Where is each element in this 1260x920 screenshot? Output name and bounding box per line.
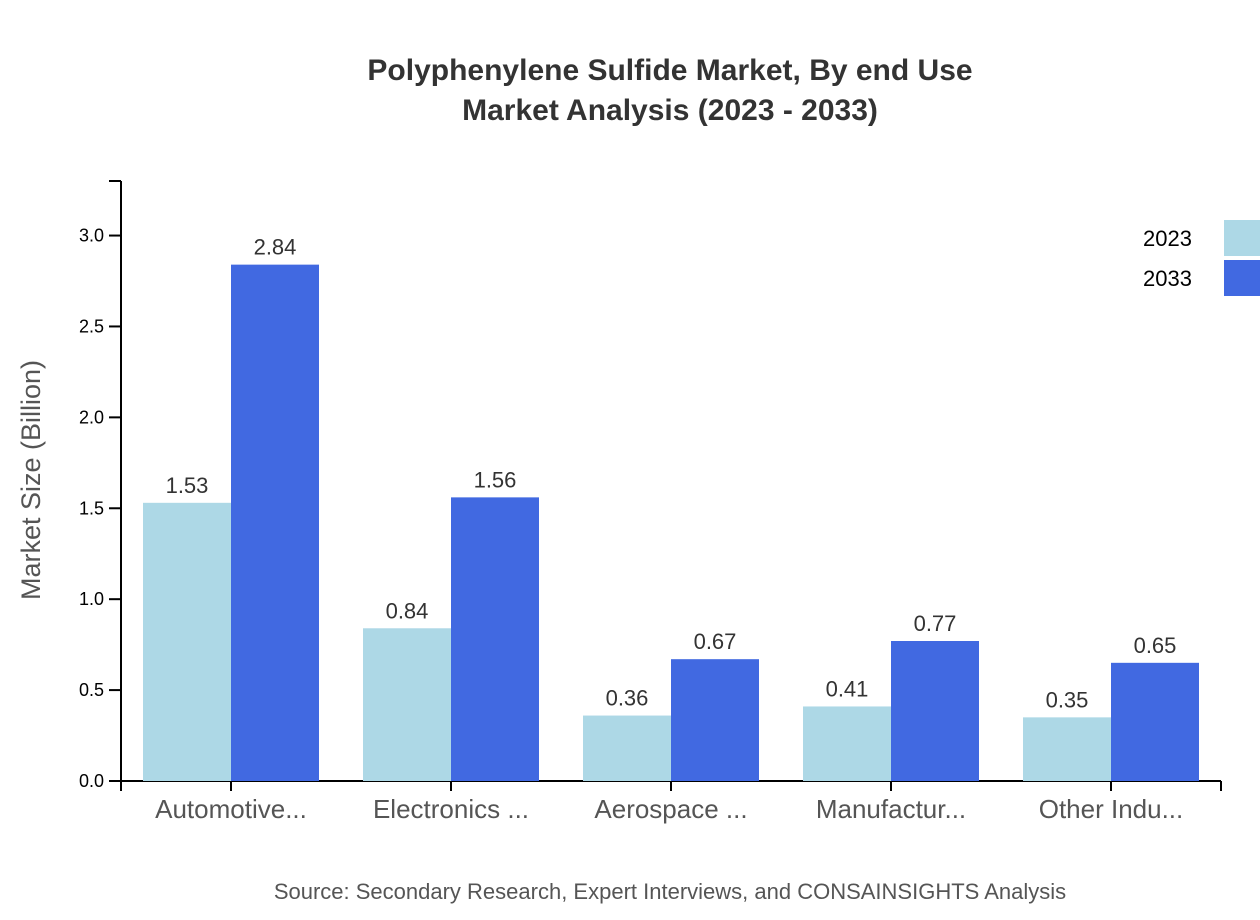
data-label: 0.65 bbox=[1134, 633, 1177, 658]
y-tick-label: 0.5 bbox=[79, 680, 104, 700]
legend-label: 2023 bbox=[1143, 226, 1192, 251]
data-label: 0.36 bbox=[606, 686, 649, 711]
y-tick-label: 2.0 bbox=[79, 407, 104, 427]
x-tick-label: Aerospace ... bbox=[594, 794, 747, 824]
y-tick-label: 2.5 bbox=[79, 316, 104, 336]
legend-swatch-2033 bbox=[1224, 260, 1260, 296]
data-label: 0.67 bbox=[694, 629, 737, 654]
bar-2033 bbox=[1111, 662, 1199, 781]
bar-2023 bbox=[1023, 717, 1111, 781]
bar-2023 bbox=[363, 628, 451, 781]
chart-title-line-1: Polyphenylene Sulfide Market, By end Use bbox=[367, 54, 972, 87]
data-label: 0.77 bbox=[914, 611, 957, 636]
bar-2023 bbox=[143, 502, 231, 781]
bar-2033 bbox=[671, 659, 759, 781]
legend: 2023 2033 bbox=[1143, 220, 1260, 296]
data-label: 0.84 bbox=[386, 598, 429, 623]
bar-2033 bbox=[231, 264, 319, 781]
data-label: 1.53 bbox=[166, 473, 209, 498]
bar-2033 bbox=[451, 497, 539, 781]
data-label: 0.35 bbox=[1046, 687, 1089, 712]
data-label: 1.56 bbox=[474, 467, 517, 492]
chart-title: Polyphenylene Sulfide Market, By end Use… bbox=[367, 54, 972, 127]
bar-2033 bbox=[891, 641, 979, 781]
bar-2023 bbox=[803, 706, 891, 781]
data-labels-group: 1.53 2.84 0.84 1.56 0.36 0.67 0.41 0.77 0.35 0.65 bbox=[166, 235, 1177, 713]
legend-label: 2033 bbox=[1143, 266, 1192, 291]
x-tick-label: Automotive... bbox=[155, 794, 307, 824]
y-tick-label: 1.0 bbox=[79, 589, 104, 609]
bar-2023 bbox=[583, 715, 671, 781]
legend-swatch-2023 bbox=[1224, 220, 1260, 256]
data-label: 0.41 bbox=[826, 676, 869, 701]
source-note: Source: Secondary Research, Expert Inter… bbox=[274, 879, 1066, 904]
bar-series-group bbox=[143, 264, 1199, 781]
y-tick-label: 3.0 bbox=[79, 226, 104, 246]
y-tick-label: 0.0 bbox=[79, 771, 104, 791]
chart-title-line-2: Market Analysis (2023 - 2033) bbox=[462, 94, 878, 127]
y-axis-label: Market Size (Billion) bbox=[16, 360, 46, 600]
x-axis: Automotive... Electronics ... Aerospace ..… bbox=[120, 780, 1222, 824]
x-tick-label: Manufactur... bbox=[816, 794, 966, 824]
x-tick-label: Electronics ... bbox=[373, 794, 529, 824]
data-label: 2.84 bbox=[254, 235, 297, 260]
x-tick-label: Other Indu... bbox=[1039, 794, 1184, 824]
y-tick-label: 1.5 bbox=[79, 498, 104, 518]
y-axis: 0.0 0.5 1.0 1.5 2.0 2.5 3.0 bbox=[79, 180, 122, 791]
